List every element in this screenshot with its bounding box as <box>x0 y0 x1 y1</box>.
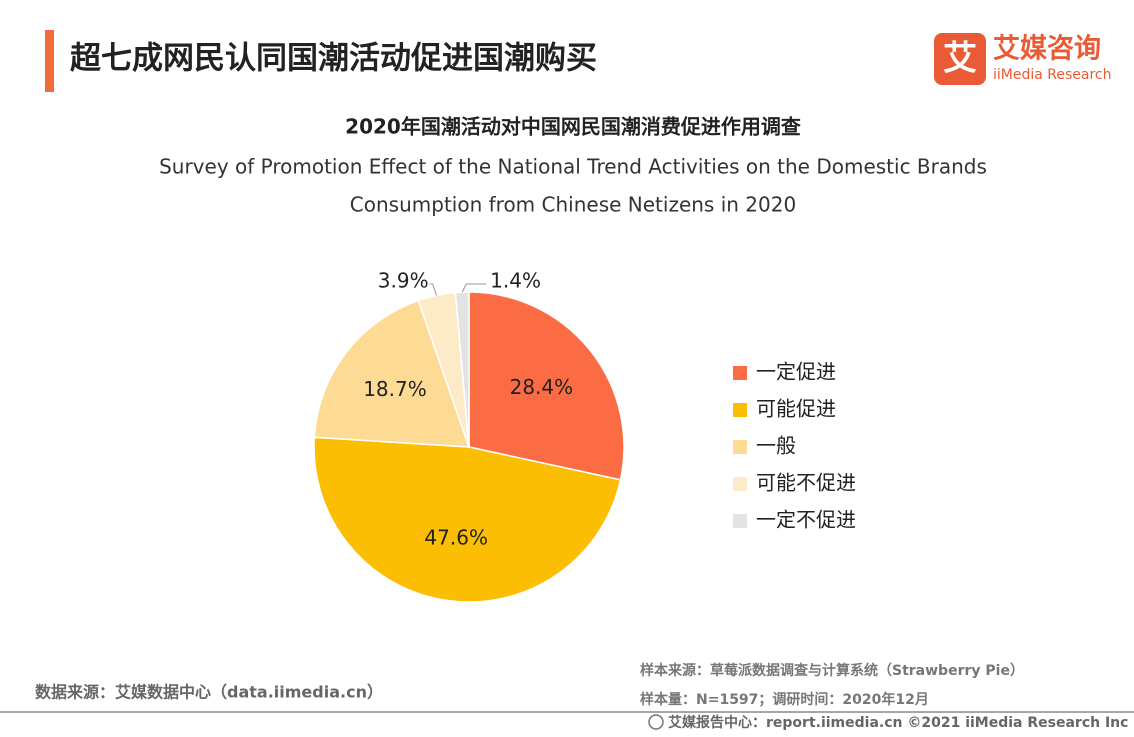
pie-slice <box>468 291 625 481</box>
value-label: 1.4% <box>490 269 541 293</box>
sample-source: 样本来源：草莓派数据调查与计算系统（Strawberry Pie） <box>640 662 1024 679</box>
chart-subtitle: Consumption from Chinese Netizens in 202… <box>350 193 796 217</box>
chart-title: 2020年国潮活动对中国网民国潮消费促进作用调查 <box>345 115 801 139</box>
page-title: 超七成网民认同国潮活动促进国潮购买 <box>70 41 597 77</box>
legend-swatch <box>733 440 747 454</box>
legend-label: 一定促进 <box>756 360 836 384</box>
value-label: 28.4% <box>510 375 574 399</box>
value-label: 3.9% <box>378 269 429 293</box>
pie-slice <box>313 436 622 603</box>
globe-icon <box>648 714 664 730</box>
legend-swatch <box>733 403 747 417</box>
logo-cn: 艾媒咨询 <box>993 33 1101 65</box>
leader-line <box>429 283 438 296</box>
legend-swatch <box>733 477 747 491</box>
value-label: 18.7% <box>363 377 427 401</box>
source: 数据来源：艾媒数据中心（data.iimedia.cn） <box>35 683 383 702</box>
legend-label: 可能促进 <box>756 397 836 421</box>
chart-subtitle: Survey of Promotion Effect of the Nation… <box>159 155 987 179</box>
title-bar <box>45 30 54 92</box>
legend-label: 一定不促进 <box>756 508 856 532</box>
legend-label: 可能不促进 <box>756 471 856 495</box>
logo-en: iiMedia Research <box>993 67 1112 83</box>
logo-icon: 艾 <box>943 39 977 79</box>
logo-box <box>934 33 986 85</box>
legend-swatch <box>733 514 747 528</box>
legend-swatch <box>733 366 747 380</box>
leader-line <box>461 283 487 293</box>
legend-label: 一般 <box>756 434 796 458</box>
sample-size: 样本量：N=1597；调研时间：2020年12月 <box>640 691 929 708</box>
value-label: 47.6% <box>424 526 488 550</box>
copyright: 艾媒报告中心：report.iimedia.cn ©2021 iiMedia R… <box>668 714 1128 731</box>
